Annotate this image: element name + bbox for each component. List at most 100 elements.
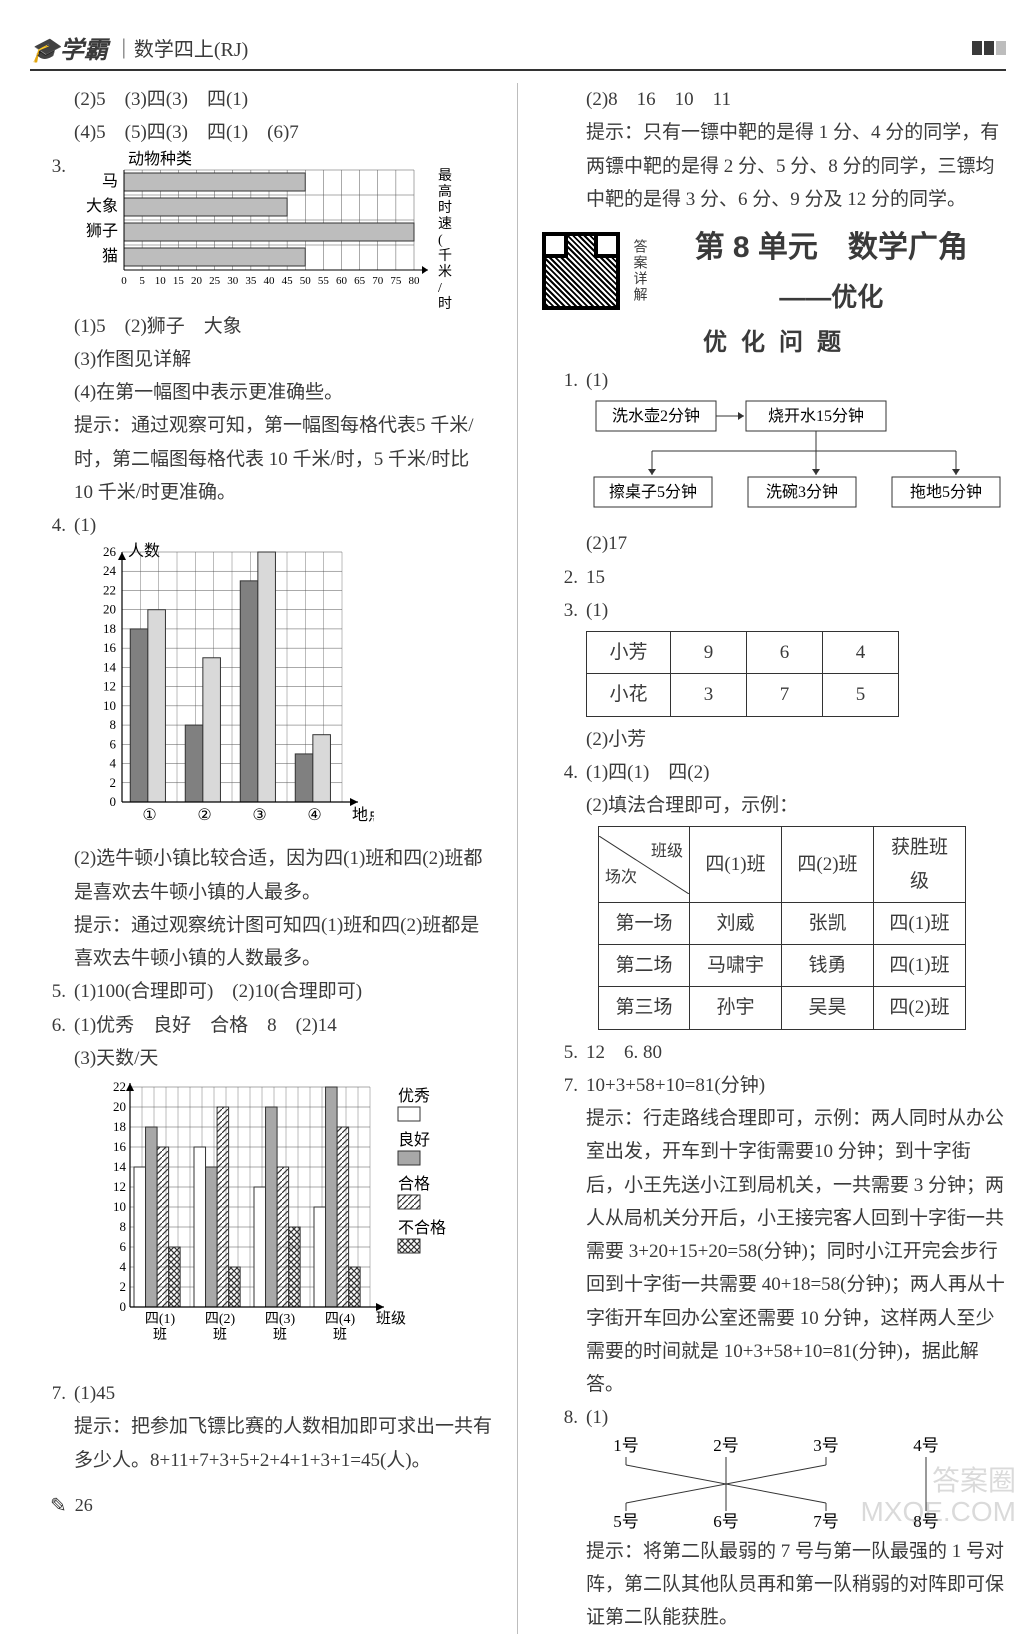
svg-text:8: 8	[120, 1219, 127, 1234]
header-subtitle: ｜数学四上(RJ)	[114, 33, 248, 62]
svg-text:25: 25	[209, 275, 221, 287]
svg-text:50: 50	[300, 275, 312, 287]
answer-line: (2)17	[542, 527, 1006, 560]
svg-text:擦桌子5分钟: 擦桌子5分钟	[609, 483, 697, 501]
question-3: 3. 动物种类05101520253035404550556065707580马…	[30, 150, 493, 310]
page-number: 26	[75, 1495, 93, 1516]
question-1: 1. (1) 洗水壶2分钟烧开水15分钟擦桌子5分钟洗碗3分钟拖地5分钟	[542, 364, 1006, 527]
svg-text:14: 14	[113, 1159, 127, 1174]
svg-text:4号: 4号	[913, 1436, 939, 1455]
svg-text:22: 22	[103, 583, 116, 598]
svg-text:③: ③	[252, 807, 266, 824]
question-7: 7. (1)45	[30, 1377, 493, 1410]
qr-code-icon	[542, 232, 620, 310]
svg-text:四(1): 四(1)	[145, 1312, 176, 1327]
q-number: 3.	[30, 150, 74, 310]
table-match-results: 班级场次四(1)班四(2)班获胜班级第一场刘威张凯四(1)班第二场马啸宇钱勇四(…	[598, 826, 966, 1029]
svg-text:狮子: 狮子	[86, 222, 118, 240]
table-xiaofang-xiaohua: 小芳964小花375	[586, 631, 899, 717]
svg-text:40: 40	[264, 275, 276, 287]
svg-text:1号: 1号	[613, 1436, 639, 1455]
answer-line: (1)45	[74, 1377, 115, 1410]
answer-line: (1)5 (2)狮子 大象	[30, 310, 493, 343]
question-6: 6. (1)优秀 良好 合格 8 (2)14	[30, 1009, 493, 1042]
svg-text:猫: 猫	[102, 247, 118, 265]
svg-text:26: 26	[103, 544, 117, 559]
svg-text:时: 时	[438, 200, 452, 216]
answer-line: (4)5 (5)四(3) 四(1) (6)7	[30, 116, 493, 149]
svg-text:75: 75	[390, 275, 402, 287]
svg-text:10: 10	[103, 698, 116, 713]
svg-text:16: 16	[113, 1139, 127, 1154]
svg-text:10: 10	[155, 275, 167, 287]
svg-text:10: 10	[113, 1199, 126, 1214]
svg-text:12: 12	[103, 679, 116, 694]
section-title: 优 化 问 题	[542, 322, 1006, 364]
unit-subtitle: ——优化	[657, 275, 1007, 321]
svg-text:不合格: 不合格	[398, 1219, 446, 1237]
question-4: 4. (1) 人数02468101214161820222426①②③④地点	[30, 509, 493, 842]
svg-text:千: 千	[438, 248, 452, 264]
svg-text:马: 马	[102, 172, 118, 190]
svg-text:洗水壶2分钟: 洗水壶2分钟	[612, 407, 700, 425]
svg-text:6号: 6号	[713, 1512, 739, 1531]
svg-text:18: 18	[103, 621, 116, 636]
answer-line: (4)在第一幅图中表示更准确些。	[30, 376, 493, 409]
svg-text:人数: 人数	[128, 542, 160, 560]
answer-line: (1)100(合理即可) (2)10(合理即可)	[74, 975, 362, 1008]
svg-text:5: 5	[139, 275, 145, 287]
hint-text: 提示：通过观察可知，第一幅图每格代表5 千米/时，第二幅图每格代表 10 千米/…	[30, 409, 493, 509]
svg-text:(: (	[438, 233, 443, 248]
svg-text:四(3): 四(3)	[265, 1312, 296, 1327]
chart-people-count: 人数02468101214161820222426①②③④地点	[74, 542, 374, 842]
svg-text:6: 6	[120, 1239, 127, 1254]
svg-text:良好: 良好	[398, 1131, 430, 1149]
svg-text:12: 12	[113, 1179, 126, 1194]
question-3r: 3. (1) 小芳964小花375	[542, 594, 1006, 723]
page-content: (2)5 (3)四(3) 四(1) (4)5 (5)四(3) 四(1) (6)7…	[30, 83, 1006, 1634]
answer-line: (1)优秀 良好 合格 8 (2)14	[74, 1009, 337, 1042]
svg-text:地点: 地点	[352, 806, 374, 824]
svg-text:班级: 班级	[376, 1310, 406, 1327]
svg-text:④: ④	[307, 807, 321, 824]
page-header: 🎓学霸 ｜数学四上(RJ)	[30, 30, 1006, 71]
hint-text: 提示：将第二队最弱的 7 号与第一队最强的 1 号对阵，第二队其他队员再和第一队…	[542, 1535, 1006, 1634]
pencil-icon: ✎	[50, 1493, 67, 1518]
svg-text:7号: 7号	[813, 1512, 839, 1531]
answer-line: (2)小芳	[542, 723, 1006, 756]
svg-text:烧开水15分钟: 烧开水15分钟	[768, 407, 864, 425]
svg-text:16: 16	[103, 640, 117, 655]
hint-text: 提示：行走路线合理即可，示例：两人同时从办公室出发，开车到十字街需要10 分钟；…	[542, 1102, 1006, 1401]
answer-line: (2)选牛顿小镇比较合适，因为四(1)班和四(2)班都是喜欢去牛顿小镇的人最多。	[30, 842, 493, 909]
svg-text:班: 班	[153, 1327, 167, 1343]
unit-title: 第 8 单元 数学广角	[657, 222, 1007, 275]
svg-text:70: 70	[372, 275, 384, 287]
svg-text:最: 最	[438, 168, 452, 184]
svg-text:6: 6	[110, 737, 117, 752]
svg-text:时: 时	[438, 296, 452, 310]
svg-text:80: 80	[409, 275, 421, 287]
svg-text:大象: 大象	[86, 197, 118, 215]
column-divider	[517, 83, 518, 1634]
watermark: 答案圈 MXQE.COM	[860, 1466, 1016, 1528]
sub-label: (1)	[74, 515, 96, 536]
svg-text:/: /	[438, 281, 442, 296]
chart-animal-species: 动物种类05101520253035404550556065707580马大象狮…	[74, 150, 474, 310]
svg-text:速: 速	[438, 216, 452, 232]
svg-text:动物种类: 动物种类	[128, 150, 192, 168]
left-column: (2)5 (3)四(3) 四(1) (4)5 (5)四(3) 四(1) (6)7…	[30, 83, 493, 1634]
svg-text:15: 15	[173, 275, 185, 287]
sub-label: (3)天数/天	[30, 1042, 493, 1075]
svg-text:22: 22	[113, 1079, 126, 1094]
svg-text:35: 35	[245, 275, 257, 287]
svg-text:4: 4	[120, 1259, 127, 1274]
svg-text:8: 8	[110, 717, 117, 732]
svg-text:合格: 合格	[398, 1175, 430, 1193]
svg-text:高: 高	[438, 183, 452, 200]
svg-text:5号: 5号	[613, 1512, 639, 1531]
right-column: (2)8 16 10 11 提示：只有一镖中靶的是得 1 分、4 分的同学，有两…	[542, 83, 1006, 1634]
svg-text:四(2): 四(2)	[205, 1312, 236, 1327]
svg-text:14: 14	[103, 660, 117, 675]
hint-text: 提示：通过观察统计图可知四(1)班和四(2)班都是喜欢去牛顿小镇的人数最多。	[30, 909, 493, 976]
svg-text:3号: 3号	[813, 1436, 839, 1455]
